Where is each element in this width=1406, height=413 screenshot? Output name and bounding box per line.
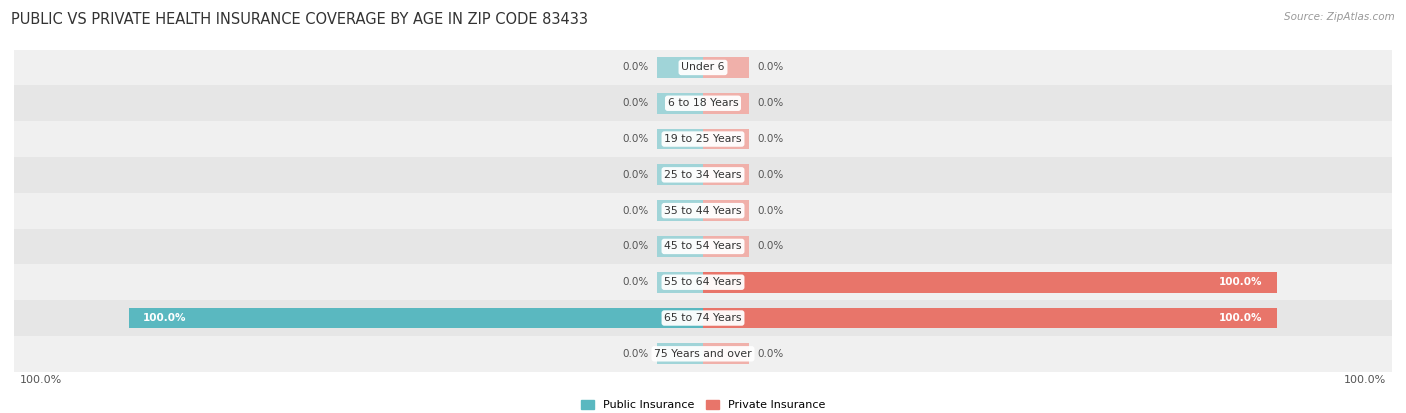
Text: 100.0%: 100.0% [143,313,187,323]
Bar [657,129,703,150]
Text: 35 to 44 Years: 35 to 44 Years [664,206,742,216]
Text: Under 6: Under 6 [682,62,724,72]
Bar [657,164,703,185]
Text: 6 to 18 Years: 6 to 18 Years [668,98,738,108]
Bar [703,344,749,364]
Bar [14,157,1392,193]
Bar [14,85,1392,121]
Text: 0.0%: 0.0% [623,98,648,108]
Bar [657,272,703,292]
Text: 0.0%: 0.0% [758,206,783,216]
Bar [14,193,1392,228]
Bar [703,272,1277,292]
Text: 25 to 34 Years: 25 to 34 Years [664,170,742,180]
Text: 19 to 25 Years: 19 to 25 Years [664,134,742,144]
Bar [703,200,749,221]
Text: 75 Years and over: 75 Years and over [654,349,752,359]
Bar [657,236,703,257]
Bar [14,121,1392,157]
Bar [703,308,749,328]
Bar [657,57,703,78]
Text: 0.0%: 0.0% [758,242,783,252]
Bar [703,57,749,78]
Text: 0.0%: 0.0% [623,242,648,252]
Bar [14,50,1392,85]
Text: 0.0%: 0.0% [758,62,783,72]
Bar [14,264,1392,300]
Text: 0.0%: 0.0% [623,134,648,144]
Text: 100.0%: 100.0% [20,375,62,385]
Text: 100.0%: 100.0% [1219,277,1263,287]
Text: 100.0%: 100.0% [1344,375,1386,385]
Text: 0.0%: 0.0% [623,206,648,216]
Text: 45 to 54 Years: 45 to 54 Years [664,242,742,252]
Bar [703,93,749,114]
Bar [129,308,703,328]
Bar [657,200,703,221]
Text: PUBLIC VS PRIVATE HEALTH INSURANCE COVERAGE BY AGE IN ZIP CODE 83433: PUBLIC VS PRIVATE HEALTH INSURANCE COVER… [11,12,588,27]
Text: 55 to 64 Years: 55 to 64 Years [664,277,742,287]
Text: Source: ZipAtlas.com: Source: ZipAtlas.com [1284,12,1395,22]
Text: 0.0%: 0.0% [758,98,783,108]
Bar [14,228,1392,264]
Text: 0.0%: 0.0% [758,134,783,144]
Bar [14,300,1392,336]
Bar [657,93,703,114]
Text: 0.0%: 0.0% [623,170,648,180]
Text: 100.0%: 100.0% [1219,313,1263,323]
Bar [14,336,1392,372]
Bar [703,272,749,292]
Bar [703,308,1277,328]
Bar [703,164,749,185]
Text: 0.0%: 0.0% [623,349,648,359]
Bar [703,236,749,257]
Legend: Public Insurance, Private Insurance: Public Insurance, Private Insurance [576,395,830,413]
Bar [703,129,749,150]
Text: 0.0%: 0.0% [758,170,783,180]
Text: 0.0%: 0.0% [623,62,648,72]
Text: 0.0%: 0.0% [623,277,648,287]
Bar [657,308,703,328]
Text: 65 to 74 Years: 65 to 74 Years [664,313,742,323]
Bar [657,344,703,364]
Text: 0.0%: 0.0% [758,349,783,359]
